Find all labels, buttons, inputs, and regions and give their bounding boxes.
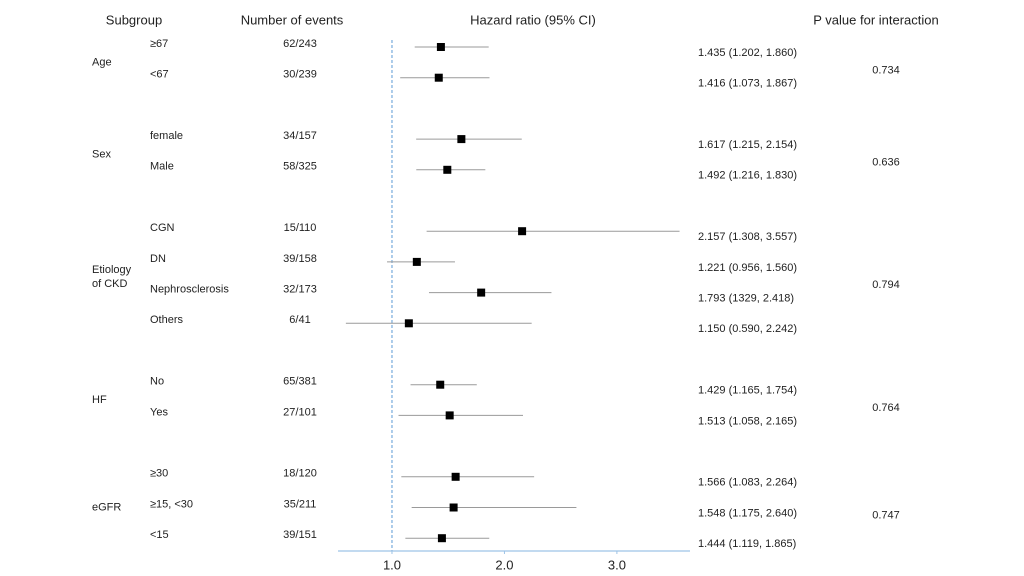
hr-marker — [436, 380, 445, 389]
row-label: <15 — [150, 529, 169, 541]
group-label: HF — [92, 394, 107, 406]
row-label: ≥67 — [150, 38, 168, 50]
row-label: No — [150, 376, 164, 388]
ci-text: 1.617 (1.215, 2.154) — [698, 139, 797, 151]
header-p: P value for interaction — [813, 12, 939, 27]
events: 39/158 — [283, 253, 317, 265]
hr-marker — [457, 135, 466, 144]
header-hr: Hazard ratio (95% CI) — [470, 12, 596, 27]
events: 30/239 — [283, 69, 317, 81]
p-value: 0.734 — [872, 64, 900, 76]
hr-marker — [412, 257, 421, 266]
ci-text: 1.429 (1.165, 1.754) — [698, 385, 797, 397]
group-label: Etiology — [92, 264, 132, 276]
ci-text: 1.416 (1.073, 1.867) — [698, 78, 797, 90]
hr-marker — [443, 165, 452, 174]
x-tick-label: 2.0 — [495, 557, 513, 572]
events: 27/101 — [283, 406, 317, 418]
row-label: female — [150, 130, 183, 142]
header-subgroup: Subgroup — [106, 12, 162, 27]
events: 39/151 — [283, 529, 317, 541]
group-label: Age — [92, 56, 112, 68]
row-label: CGN — [150, 222, 175, 234]
p-value: 0.636 — [872, 156, 900, 168]
row-label: ≥30 — [150, 468, 168, 480]
events: 34/157 — [283, 130, 317, 142]
ci-text: 1.150 (0.590, 2.242) — [698, 323, 797, 335]
row-label: DN — [150, 253, 166, 265]
ci-text: 1.435 (1.202, 1.860) — [698, 47, 797, 59]
hr-marker — [434, 73, 443, 82]
ci-text: 1.513 (1.058, 2.165) — [698, 415, 797, 427]
ci-text: 2.157 (1.308, 3.557) — [698, 231, 797, 243]
ci-text: 1.793 (1329, 2.418) — [698, 293, 794, 305]
hr-marker — [518, 227, 527, 236]
x-tick-label: 3.0 — [608, 557, 626, 572]
ci-text: 1.492 (1.216, 1.830) — [698, 170, 797, 182]
p-value: 0.747 — [872, 509, 900, 521]
row-label: Male — [150, 161, 174, 173]
hr-marker — [404, 319, 413, 328]
ci-text: 1.548 (1.175, 2.640) — [698, 507, 797, 519]
events: 32/173 — [283, 284, 317, 296]
hr-marker — [437, 534, 446, 543]
hr-marker — [451, 472, 460, 481]
header-events: Number of events — [241, 12, 344, 27]
row-label: <67 — [150, 69, 169, 81]
row-label: Yes — [150, 406, 168, 418]
group-label: of CKD — [92, 278, 128, 290]
hr-marker — [436, 43, 445, 51]
group-label: Sex — [92, 148, 111, 160]
events: 6/41 — [289, 314, 310, 326]
events: 62/243 — [283, 38, 317, 50]
p-value: 0.764 — [872, 402, 900, 414]
ci-text: 1.221 (0.956, 1.560) — [698, 262, 797, 274]
events: 18/120 — [283, 468, 317, 480]
x-tick-label: 1.0 — [383, 557, 401, 572]
hr-marker — [445, 411, 454, 420]
events: 15/110 — [284, 222, 317, 234]
group-label: eGFR — [92, 501, 121, 513]
events: 65/381 — [283, 376, 317, 388]
ci-text: 1.444 (1.119, 1.865) — [698, 538, 796, 550]
row-label: ≥15, <30 — [150, 498, 193, 510]
events: 35/211 — [284, 498, 317, 510]
row-label: Others — [150, 314, 184, 326]
hr-marker — [449, 503, 458, 512]
p-value: 0.794 — [872, 279, 900, 291]
row-label: Nephrosclerosis — [150, 284, 229, 296]
ci-text: 1.566 (1.083, 2.264) — [698, 477, 797, 489]
events: 58/325 — [283, 161, 317, 173]
hr-marker — [477, 288, 486, 297]
